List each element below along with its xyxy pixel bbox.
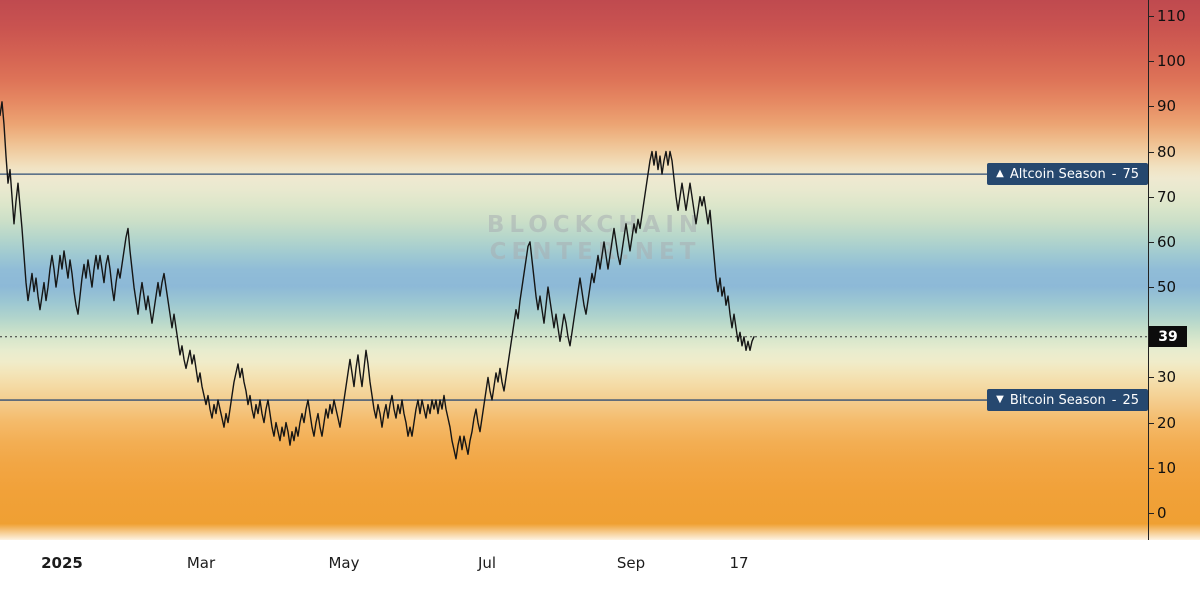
y-tick-mark bbox=[1148, 513, 1154, 514]
y-tick-mark bbox=[1148, 61, 1154, 63]
index-series-line bbox=[0, 101, 755, 460]
badge-separator: - bbox=[1111, 166, 1117, 182]
watermark: BLOCKCHAIN CENTER.NET bbox=[487, 212, 703, 266]
y-tick-mark bbox=[1148, 106, 1154, 108]
watermark-line2: CENTER.NET bbox=[489, 239, 701, 265]
x-axis-label: May bbox=[328, 554, 360, 572]
y-tick-label: 50 bbox=[1157, 278, 1177, 297]
y-tick-label: 30 bbox=[1157, 368, 1177, 387]
altcoin-season-badge: ▲ Altcoin Season - 75 bbox=[987, 163, 1148, 186]
bitcoin-season-badge: ▼ Bitcoin Season - 25 bbox=[987, 389, 1148, 412]
x-axis-label: 17 bbox=[729, 554, 749, 572]
y-tick-label: 20 bbox=[1157, 413, 1177, 432]
y-tick-mark bbox=[1148, 422, 1154, 424]
y-tick-label: 100 bbox=[1157, 52, 1186, 71]
y-tick-mark bbox=[1148, 467, 1154, 469]
current-value-badge: 39 bbox=[1149, 326, 1187, 348]
altcoin-threshold-value: 75 bbox=[1122, 166, 1139, 182]
y-tick-label: 110 bbox=[1157, 7, 1186, 25]
badge-separator: - bbox=[1111, 392, 1117, 408]
current-value: 39 bbox=[1158, 328, 1178, 345]
y-tick-label: 80 bbox=[1157, 142, 1177, 161]
plot-area[interactable] bbox=[0, 0, 1148, 540]
y-tick-mark bbox=[1148, 196, 1154, 198]
y-tick-label: 10 bbox=[1157, 458, 1177, 477]
bitcoin-threshold-value: 25 bbox=[1122, 392, 1139, 408]
y-tick-mark bbox=[1148, 377, 1154, 379]
bitcoin-season-label: Bitcoin Season bbox=[1009, 392, 1106, 408]
y-tick-mark bbox=[1148, 16, 1154, 17]
y-tick-mark bbox=[1148, 151, 1154, 153]
triangle-down-icon: ▼ bbox=[996, 393, 1004, 405]
x-axis-label: 2025 bbox=[41, 554, 83, 572]
y-tick-label: 70 bbox=[1157, 187, 1177, 206]
x-axis-label: Sep bbox=[616, 554, 646, 572]
y-tick-mark bbox=[1148, 241, 1154, 243]
x-axis-label: Mar bbox=[186, 554, 216, 572]
watermark-line1: BLOCKCHAIN bbox=[486, 212, 704, 238]
rainbow-gradient-background bbox=[0, 0, 1200, 540]
y-tick-mark bbox=[1148, 287, 1154, 289]
y-tick-label: 90 bbox=[1157, 97, 1177, 116]
y-axis-line bbox=[1148, 0, 1149, 540]
y-tick-label: 0 bbox=[1157, 504, 1167, 522]
triangle-up-icon: ▲ bbox=[996, 167, 1004, 179]
altcoin-season-label: Altcoin Season bbox=[1009, 166, 1106, 182]
y-tick-label: 60 bbox=[1157, 232, 1177, 251]
x-axis-label: Jul bbox=[477, 554, 497, 572]
